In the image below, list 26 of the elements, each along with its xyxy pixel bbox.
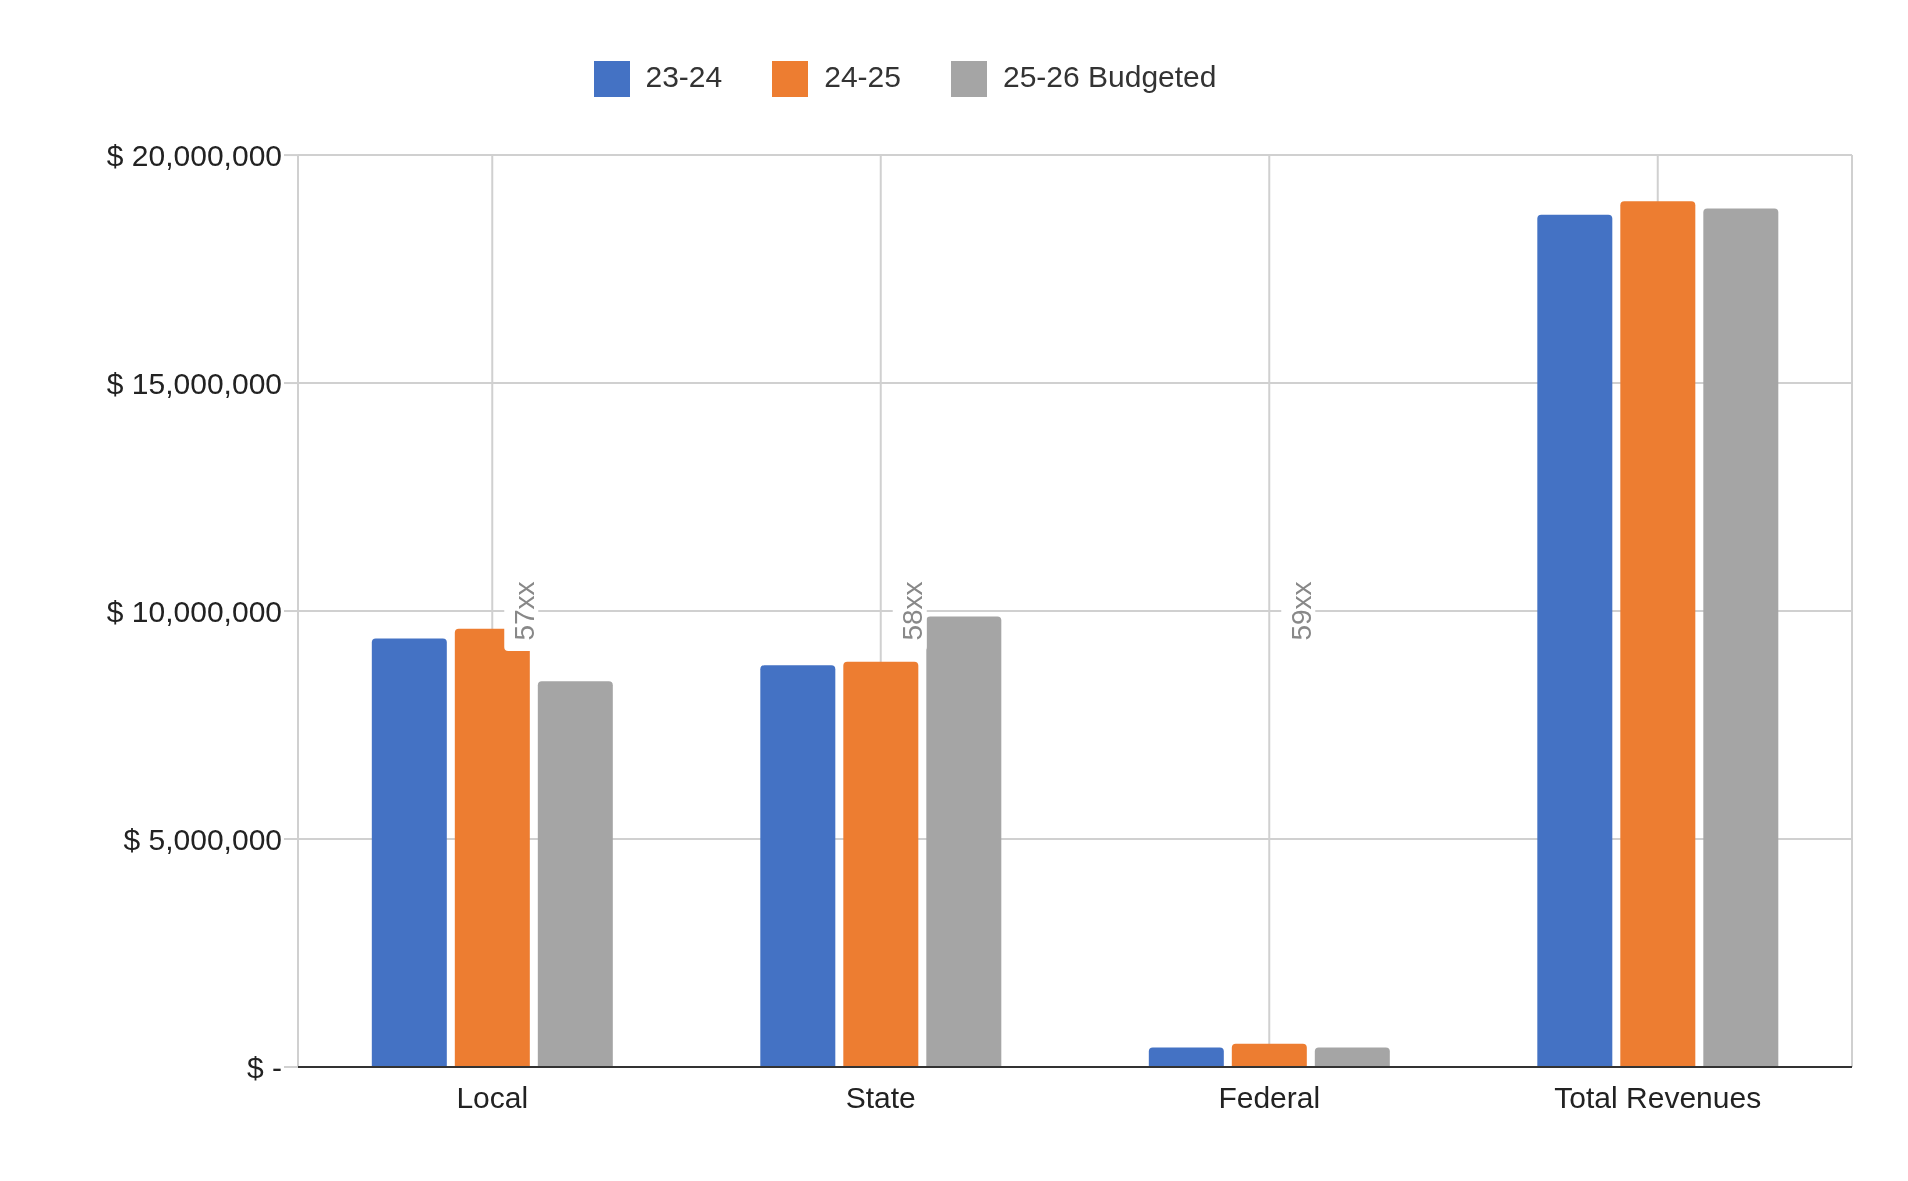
x-tick-label: Total Revenues xyxy=(1554,1081,1762,1115)
x-tick-label: Local xyxy=(456,1081,529,1115)
legend-label: 23-24 xyxy=(645,60,723,93)
annotation: 57xx xyxy=(508,581,540,641)
y-tick-label: $ 10,000,000 xyxy=(106,594,282,628)
bar xyxy=(1148,1047,1224,1067)
bar xyxy=(1314,1047,1390,1067)
bar xyxy=(926,616,1002,1067)
bar xyxy=(760,665,836,1067)
bar xyxy=(371,638,447,1067)
y-tick-label: $ 5,000,000 xyxy=(123,822,282,856)
y-tick-label: $ 15,000,000 xyxy=(106,366,282,400)
y-tick-label: $ 20,000,000 xyxy=(106,138,282,172)
bar xyxy=(1703,208,1779,1067)
x-tick-label: State xyxy=(845,1081,916,1115)
legend-label: 25-26 Budgeted xyxy=(1002,60,1217,93)
bar xyxy=(1537,214,1613,1067)
annotation: 59xx xyxy=(1285,581,1317,641)
legend-label: 24-25 xyxy=(824,60,901,93)
bar xyxy=(1620,201,1696,1067)
annotation: 58xx xyxy=(897,581,929,641)
bar xyxy=(1231,1043,1307,1067)
bar xyxy=(843,661,919,1067)
y-tick-label: $ - xyxy=(246,1050,282,1084)
x-tick-label: Federal xyxy=(1218,1081,1321,1115)
bar xyxy=(537,681,613,1067)
